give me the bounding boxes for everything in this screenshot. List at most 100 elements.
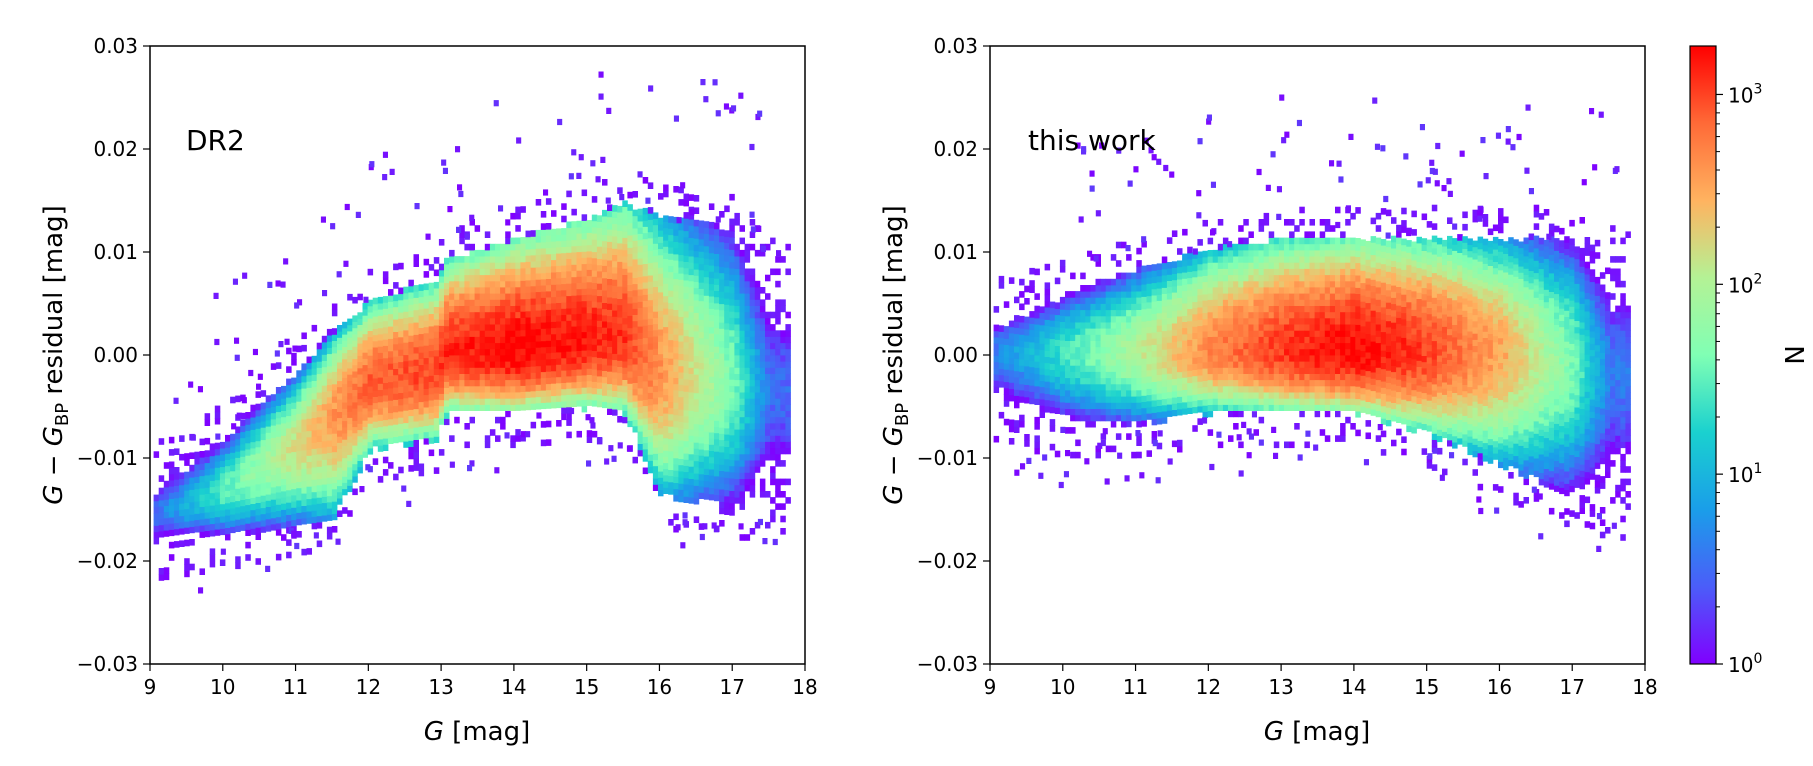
- heatmap-cell: [1090, 377, 1096, 385]
- heatmap-cell: [602, 370, 608, 378]
- heatmap-cell: [770, 330, 776, 337]
- heatmap-cell: [749, 219, 756, 226]
- heatmap-cell: [780, 305, 786, 313]
- heatmap-cell: [408, 384, 414, 392]
- heatmap-cell: [444, 307, 450, 314]
- heatmap-cell: [530, 242, 537, 250]
- heatmap-cell: [1044, 263, 1051, 271]
- heatmap-cell: [586, 238, 593, 246]
- heatmap-cell: [311, 324, 318, 332]
- heatmap-cell: [622, 373, 628, 380]
- heatmap-cell: [438, 418, 445, 425]
- heatmap-cell: [493, 100, 499, 107]
- heatmap-cell: [693, 374, 700, 381]
- heatmap-cell: [673, 488, 679, 496]
- heatmap-cell: [744, 385, 751, 393]
- heatmap-cell: [484, 256, 491, 263]
- heatmap-cell: [464, 398, 470, 405]
- heatmap-cell: [1049, 357, 1056, 364]
- heatmap-cell: [540, 316, 547, 323]
- heatmap-cell: [500, 385, 506, 393]
- heatmap-cell: [566, 314, 572, 321]
- heatmap-cell: [500, 361, 506, 368]
- heatmap-cell: [449, 373, 455, 381]
- heatmap-cell: [250, 522, 256, 529]
- heatmap-cell: [342, 507, 348, 514]
- heatmap-cell: [744, 472, 751, 479]
- heatmap-cell: [418, 290, 425, 298]
- heatmap-cell: [1177, 322, 1183, 329]
- heatmap-cell: [316, 423, 323, 430]
- heatmap-cell: [596, 400, 603, 408]
- heatmap-cell: [1019, 346, 1025, 354]
- heatmap-cell: [464, 280, 470, 288]
- heatmap-cell: [591, 393, 598, 401]
- heatmap-cell: [566, 233, 572, 241]
- heatmap-cell: [408, 316, 414, 324]
- heatmap-cell: [739, 256, 745, 263]
- heatmap-cell: [1054, 407, 1061, 414]
- heatmap-cell: [688, 484, 695, 492]
- heatmap-cell: [754, 324, 761, 331]
- heatmap-cell: [240, 512, 246, 519]
- heatmap-cell: [1197, 381, 1203, 388]
- heatmap-cell: [1080, 285, 1086, 292]
- heatmap-cell: [668, 333, 674, 341]
- heatmap-cell: [1034, 435, 1040, 442]
- heatmap-cell: [484, 305, 491, 313]
- heatmap-cell: [352, 414, 358, 421]
- heatmap-cell: [362, 352, 368, 359]
- heatmap-cell: [540, 340, 547, 348]
- heatmap-cell: [505, 237, 511, 245]
- heatmap-cell: [556, 395, 562, 402]
- heatmap-cell: [347, 460, 353, 468]
- heatmap-cell: [1075, 377, 1081, 385]
- heatmap-cell: [316, 361, 323, 368]
- heatmap-cell: [729, 323, 735, 331]
- heatmap-cell: [571, 320, 577, 327]
- heatmap-cell: [377, 432, 384, 440]
- heatmap-cell: [1075, 328, 1081, 335]
- heatmap-cell: [1024, 298, 1030, 305]
- heatmap-cell: [459, 330, 465, 337]
- heatmap-cell: [724, 384, 730, 392]
- heatmap-cell: [775, 385, 781, 393]
- heatmap-cell: [576, 233, 582, 240]
- heatmap-cell: [352, 358, 358, 366]
- heatmap-cell: [168, 554, 175, 561]
- heatmap-cell: [647, 231, 654, 239]
- heatmap-cell: [1029, 379, 1035, 386]
- heatmap-cell: [535, 353, 542, 361]
- heatmap-cell: [352, 445, 358, 452]
- heatmap-cell: [780, 348, 786, 356]
- heatmap-cell: [1110, 291, 1117, 298]
- heatmap-cell: [1105, 309, 1112, 317]
- heatmap-cell: [612, 316, 618, 323]
- heatmap-cell: [734, 305, 740, 313]
- heatmap-cell: [331, 340, 338, 348]
- heatmap-cell: [739, 225, 745, 232]
- heatmap-cell: [591, 239, 598, 246]
- heatmap-cell: [291, 464, 297, 471]
- heatmap-cell: [372, 378, 379, 385]
- heatmap-cell: [219, 522, 226, 529]
- heatmap-cell: [1156, 331, 1163, 338]
- heatmap-cell: [505, 311, 511, 319]
- heatmap-cell: [1136, 266, 1142, 273]
- heatmap-cell: [678, 230, 684, 237]
- heatmap-cell: [388, 412, 394, 420]
- heatmap-cell: [602, 253, 608, 260]
- heatmap-cell: [489, 404, 496, 411]
- heatmap-cell: [729, 237, 735, 244]
- heatmap-cell: [1110, 390, 1117, 397]
- heatmap-cell: [479, 373, 486, 381]
- heatmap-cell: [1177, 390, 1183, 397]
- heatmap-cell: [398, 398, 404, 406]
- heatmap-cell: [270, 524, 277, 531]
- heatmap-cell: [703, 375, 710, 383]
- heatmap-cell: [326, 452, 333, 460]
- heatmap-cell: [540, 328, 547, 335]
- heatmap-cell: [291, 359, 297, 366]
- heatmap-cell: [413, 439, 419, 447]
- heatmap-cell: [347, 442, 353, 449]
